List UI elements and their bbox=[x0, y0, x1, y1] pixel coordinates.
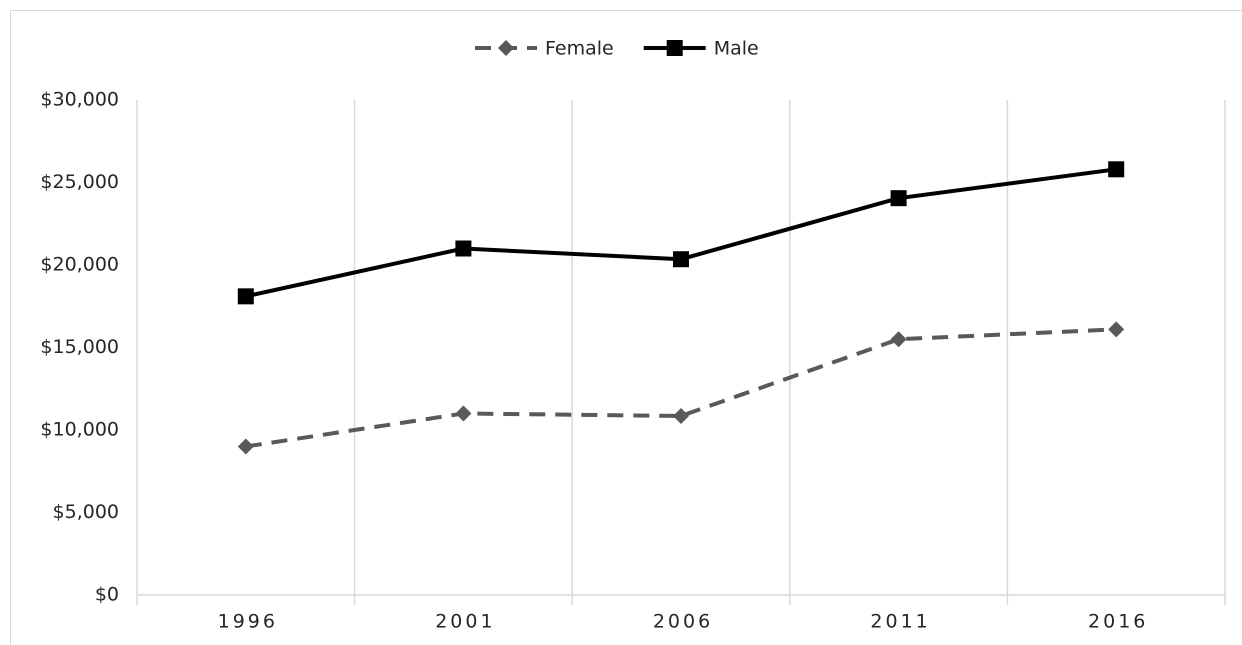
y-tick-label: $20,000 bbox=[40, 254, 119, 276]
chart-border bbox=[10, 10, 1242, 645]
y-tick-label: $10,000 bbox=[40, 419, 119, 441]
data-point bbox=[455, 240, 472, 257]
data-point bbox=[237, 438, 254, 455]
x-tick-label: 2016 bbox=[1088, 611, 1148, 633]
y-tick-label: $5,000 bbox=[53, 501, 119, 523]
data-point bbox=[890, 331, 907, 348]
legend-label: Female bbox=[545, 38, 614, 60]
data-point bbox=[237, 288, 254, 305]
legend-marker bbox=[498, 40, 514, 56]
data-point bbox=[673, 251, 689, 268]
data-point bbox=[1108, 161, 1125, 178]
data-point bbox=[1108, 321, 1125, 338]
series-line bbox=[245, 327, 1117, 449]
x-tick-label: 2006 bbox=[653, 611, 713, 633]
legend-marker bbox=[666, 40, 683, 56]
x-tick-label: 2011 bbox=[870, 611, 930, 633]
y-tick-label: $15,000 bbox=[40, 336, 119, 358]
data-point bbox=[890, 190, 907, 207]
y-tick-label: $0 bbox=[95, 584, 119, 606]
y-tick-label: $25,000 bbox=[40, 171, 119, 193]
data-point bbox=[673, 407, 689, 424]
legend-label: Male bbox=[714, 38, 759, 60]
data-point bbox=[455, 405, 472, 422]
y-tick-label: $30,000 bbox=[40, 89, 119, 111]
x-tick-label: 2001 bbox=[435, 611, 495, 633]
x-tick-label: 1996 bbox=[218, 611, 278, 633]
series-line bbox=[245, 167, 1117, 299]
